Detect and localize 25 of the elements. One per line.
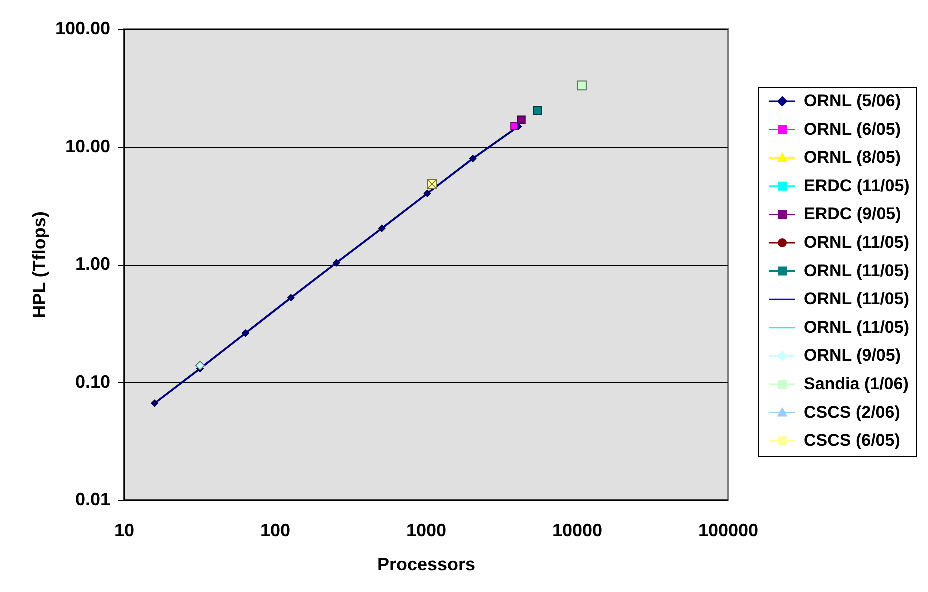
x-tick-label: 10: [114, 520, 135, 540]
legend-label: CSCS (6/05): [804, 431, 900, 450]
x-axis-title: Processors: [377, 554, 476, 574]
x-tick-label: 100000: [698, 520, 759, 540]
legend-label: ERDC (11/05): [804, 176, 910, 196]
x-tick-label: 1000: [406, 520, 447, 540]
legend-label: ORNL (8/05): [804, 148, 901, 168]
y-axis-title: HPL (Tflops): [29, 212, 50, 318]
y-tick-label: 10.00: [65, 136, 110, 156]
legend-label: Sandia (1/06): [804, 374, 909, 394]
legend-label: ORNL (11/05): [804, 261, 910, 280]
y-tick-label: 0.10: [75, 372, 110, 392]
y-tick-label: 0.01: [75, 490, 110, 510]
legend-label: ORNL (5/06): [804, 92, 901, 110]
legend-label: CSCS (2/06): [804, 402, 900, 422]
legend-label: ERDC (9/05): [804, 204, 902, 224]
y-tick-label: 100.00: [55, 18, 110, 38]
legend-label: ORNL (11/05): [804, 233, 910, 252]
legend-label: ORNL (6/05): [804, 120, 901, 139]
legend-label: ORNL (11/05): [804, 318, 910, 337]
y-tick-label: 1.00: [75, 254, 110, 274]
legend-label: ORNL (9/05): [804, 346, 901, 366]
legend-label: ORNL (11/05): [804, 290, 910, 309]
x-tick-label: 10000: [552, 520, 603, 540]
x-tick-label: 100: [260, 520, 291, 540]
